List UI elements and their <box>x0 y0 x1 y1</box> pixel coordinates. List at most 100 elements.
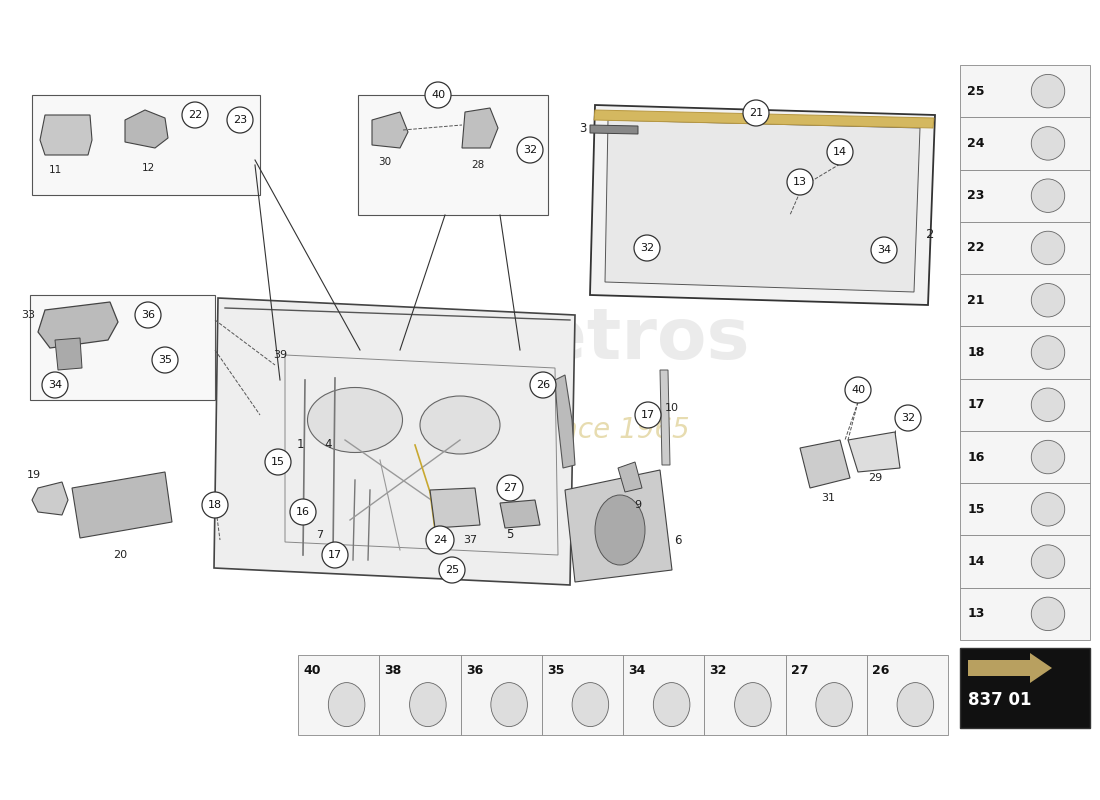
Text: 837 01: 837 01 <box>968 691 1032 709</box>
Polygon shape <box>372 112 408 148</box>
Circle shape <box>152 347 178 373</box>
Text: 2: 2 <box>926 229 934 242</box>
Text: 9: 9 <box>635 500 641 510</box>
Polygon shape <box>556 375 575 468</box>
Circle shape <box>425 82 451 108</box>
Polygon shape <box>848 432 900 472</box>
FancyBboxPatch shape <box>623 655 704 735</box>
Text: 35: 35 <box>547 663 564 677</box>
FancyBboxPatch shape <box>30 295 214 400</box>
FancyBboxPatch shape <box>960 170 1090 222</box>
Text: 27: 27 <box>503 483 517 493</box>
FancyBboxPatch shape <box>960 274 1090 326</box>
Polygon shape <box>618 462 642 492</box>
Text: 23: 23 <box>233 115 248 125</box>
Ellipse shape <box>816 682 853 726</box>
Polygon shape <box>462 108 498 148</box>
Polygon shape <box>565 470 672 582</box>
Text: 16: 16 <box>967 450 984 463</box>
Polygon shape <box>590 105 935 305</box>
Text: 23: 23 <box>967 189 984 202</box>
Text: 27: 27 <box>791 663 808 677</box>
Circle shape <box>426 526 454 554</box>
FancyBboxPatch shape <box>960 535 1090 588</box>
Text: 11: 11 <box>48 165 62 175</box>
Polygon shape <box>55 338 82 370</box>
Text: 38: 38 <box>385 663 402 677</box>
Circle shape <box>827 139 853 165</box>
Polygon shape <box>72 472 172 538</box>
Circle shape <box>1032 545 1065 578</box>
Text: 6: 6 <box>674 534 682 546</box>
Text: 25: 25 <box>444 565 459 575</box>
Circle shape <box>290 499 316 525</box>
Polygon shape <box>800 440 850 488</box>
Text: 5: 5 <box>506 529 514 542</box>
Circle shape <box>497 475 522 501</box>
Text: 17: 17 <box>967 398 984 411</box>
Text: 14: 14 <box>967 555 984 568</box>
Text: 29: 29 <box>868 473 882 483</box>
Circle shape <box>227 107 253 133</box>
Circle shape <box>265 449 292 475</box>
Text: 13: 13 <box>967 607 984 620</box>
FancyBboxPatch shape <box>960 483 1090 535</box>
Text: 22: 22 <box>188 110 202 120</box>
Ellipse shape <box>328 682 365 726</box>
Text: 8: 8 <box>337 545 343 555</box>
Circle shape <box>1032 388 1065 422</box>
Text: 18: 18 <box>967 346 984 359</box>
Text: 40: 40 <box>304 663 321 677</box>
Polygon shape <box>125 110 168 148</box>
Polygon shape <box>500 500 540 528</box>
Text: 28: 28 <box>472 160 485 170</box>
Ellipse shape <box>572 682 608 726</box>
Ellipse shape <box>653 682 690 726</box>
Text: 34: 34 <box>628 663 646 677</box>
Text: 25: 25 <box>967 85 984 98</box>
Polygon shape <box>590 125 638 134</box>
Circle shape <box>1032 336 1065 370</box>
Polygon shape <box>430 488 480 528</box>
Text: 15: 15 <box>271 457 285 467</box>
Text: 16: 16 <box>296 507 310 517</box>
FancyBboxPatch shape <box>960 378 1090 431</box>
Ellipse shape <box>308 387 403 453</box>
Circle shape <box>439 557 465 583</box>
Circle shape <box>182 102 208 128</box>
Circle shape <box>530 372 556 398</box>
Text: 40: 40 <box>851 385 865 395</box>
Text: 26: 26 <box>872 663 890 677</box>
Text: 36: 36 <box>141 310 155 320</box>
Text: 24: 24 <box>967 137 984 150</box>
FancyBboxPatch shape <box>379 655 461 735</box>
FancyBboxPatch shape <box>960 65 1090 118</box>
FancyBboxPatch shape <box>960 222 1090 274</box>
Ellipse shape <box>898 682 934 726</box>
Circle shape <box>1032 493 1065 526</box>
Text: 32: 32 <box>710 663 727 677</box>
Circle shape <box>742 100 769 126</box>
Text: 36: 36 <box>466 663 483 677</box>
FancyBboxPatch shape <box>298 655 380 735</box>
Circle shape <box>1032 283 1065 317</box>
Polygon shape <box>39 302 118 348</box>
Circle shape <box>1032 126 1065 160</box>
Circle shape <box>322 542 348 568</box>
Text: 26: 26 <box>536 380 550 390</box>
Text: 39: 39 <box>273 350 287 360</box>
Text: 21: 21 <box>749 108 763 118</box>
Text: 7: 7 <box>317 530 323 540</box>
Text: 20: 20 <box>113 550 128 560</box>
FancyBboxPatch shape <box>960 648 1090 728</box>
Text: 34: 34 <box>48 380 62 390</box>
Polygon shape <box>40 115 92 155</box>
Polygon shape <box>968 653 1052 683</box>
Text: 18: 18 <box>208 500 222 510</box>
Ellipse shape <box>409 682 447 726</box>
Circle shape <box>786 169 813 195</box>
Text: 32: 32 <box>901 413 915 423</box>
Text: 3: 3 <box>580 122 586 134</box>
FancyBboxPatch shape <box>32 95 260 195</box>
Circle shape <box>517 137 543 163</box>
